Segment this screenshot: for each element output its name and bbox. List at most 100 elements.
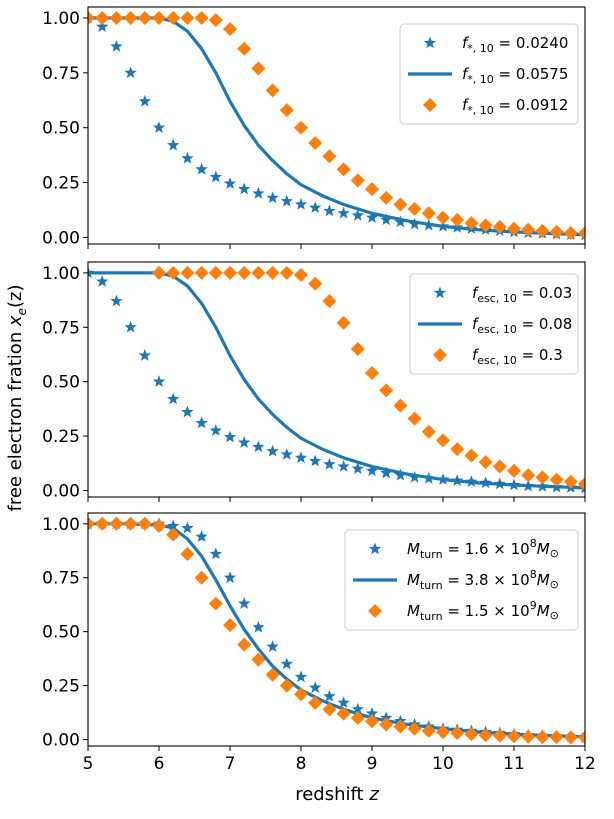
series-3-diamond-point [521,468,536,483]
series-3-diamond-point [308,695,323,710]
series-3-diamond-point [223,21,237,36]
series-3-diamond-point [478,218,493,233]
series-1-star-point [152,375,166,387]
y-tick-label: 0.00 [42,481,80,501]
series-1-star-point [351,208,364,221]
series-3-diamond-point [123,10,138,25]
series-3-diamond-point [507,729,521,744]
series-3-diamond-point [393,719,408,734]
legend-star-key [433,286,447,299]
series-3-diamond-point [521,222,536,237]
series-3-diamond-point [123,516,138,531]
series-3-diamond-point [563,730,578,745]
series-1-star-point [167,519,180,532]
series-3-diamond-point [365,714,379,729]
y-axis-label: free electron fration xe(z) [5,285,29,512]
series-3-diamond-point [535,223,550,238]
series-1-star-point [223,177,237,189]
x-axis-label: redshift z [295,784,379,805]
series-3-diamond-point [194,265,209,280]
series-3-diamond-point [549,472,564,487]
legend-star-key [423,36,437,49]
series-1-star-point [337,696,350,709]
x-tick-label: 10 [432,754,454,774]
series-3-diamond-point [279,678,294,693]
series-3-diamond-point [294,120,308,135]
series-3-diamond-point [294,687,308,702]
series-1-star-point [181,151,194,164]
series-3-diamond-point [379,190,394,205]
legend-diamond-key [368,604,382,618]
series-3-diamond-point [95,10,110,25]
plot-marks [88,10,585,241]
series-1-star-point [152,121,166,133]
y-tick-label: 1.00 [42,264,80,284]
series-3-diamond-point [507,463,521,478]
series-3-diamond-point [166,527,181,542]
series-3-diamond-point [492,459,507,474]
legend-label: fesc, 10 = 0.08 [472,315,572,336]
series-3-diamond-point [208,13,223,28]
legend-star-key [368,542,382,555]
y-tick-label: 1.00 [42,515,80,535]
series-3-diamond-point [208,265,223,280]
series-3-diamond-point [194,10,209,25]
series-3-diamond-point [578,476,585,491]
legend-label: f*, 10 = 0.0575 [462,65,568,86]
series-1-star-point [337,460,350,472]
series-3-diamond-point [421,424,436,439]
y-tick-label: 0.75 [42,318,80,338]
series-3-diamond-point [563,226,578,241]
series-3-diamond-point [436,433,450,448]
legend-label: fesc, 10 = 0.3 [472,346,563,367]
series-3-diamond-point [237,637,252,652]
series-2-line [88,271,585,490]
series-3-diamond-point [450,726,465,741]
series-1-star-point [209,170,222,183]
series-1-star-point [365,707,379,719]
series-2-line [88,16,585,237]
series-3-diamond-point [265,667,280,682]
series-1-star-point [309,454,322,467]
series-3-diamond-point [152,265,166,280]
series-3-diamond-point [322,294,337,309]
series-1-star-point [280,448,293,460]
series-1-star-point [280,657,293,670]
series-3-diamond-point [265,83,280,98]
series-1-star-point [167,392,180,405]
series-1-star-point [252,620,265,633]
series-3-diamond-point [208,596,223,611]
plot-frame [87,261,586,498]
y-tick-label: 0.50 [42,119,80,139]
y-tick-label: 0.50 [42,373,80,393]
legend-label: Mturn = 1.5 × 109M⊙ [407,599,559,623]
series-3-diamond-point [464,216,479,231]
series-1-star-point [110,294,123,307]
series-1-star-point [195,416,208,429]
series-3-diamond-point [379,383,394,398]
series-3-diamond-point [421,723,436,738]
legend-frame [344,529,579,631]
series-1-star-point [252,187,265,199]
series-1-star-point [96,275,109,287]
series-3-diamond-point [450,212,465,227]
series-3-diamond-point [507,221,521,236]
legend-label: Mturn = 3.8 × 108M⊙ [407,568,559,592]
series-3-diamond-point [223,265,237,280]
series-1-star-point [380,213,393,226]
series-3-diamond-point [478,728,493,743]
series-1-star-point [238,182,251,195]
series-3-diamond-point [180,265,195,280]
series-3-diamond-point [421,206,436,221]
series-1-star-point [181,405,194,418]
series-3-diamond-point [578,730,585,745]
series-1-star-point [238,436,251,448]
series-3-diamond-point [407,201,422,216]
series-3-diamond-point [223,618,237,633]
x-tick-label: 11 [503,754,525,774]
y-tick-label: 0.75 [42,569,80,589]
series-1-star-point [294,198,308,210]
series-1-star-point [223,571,237,583]
series-3-diamond-point [237,41,252,56]
